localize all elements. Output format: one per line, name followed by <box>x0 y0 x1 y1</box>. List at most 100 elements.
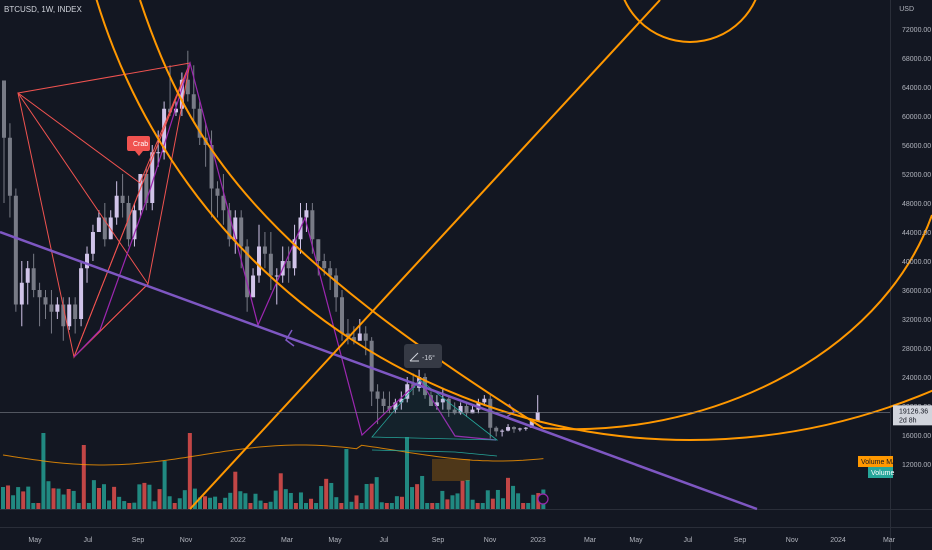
volume-pane <box>1 433 546 509</box>
candle-body <box>233 217 238 240</box>
candle-body <box>535 412 540 422</box>
volume-bar <box>470 499 475 509</box>
volume-bar <box>157 489 162 509</box>
volume-bar <box>369 483 374 509</box>
fib-circle-outer <box>95 0 932 441</box>
candle-body <box>162 108 167 153</box>
candle-body <box>49 304 54 312</box>
time-tick-label: May <box>28 537 42 544</box>
candle-body <box>251 275 256 298</box>
harmonic-patterns <box>17 60 499 457</box>
candle-body <box>55 304 60 312</box>
time-tick-label: Jul <box>684 537 693 544</box>
fib-circles <box>95 0 932 510</box>
candle-body <box>482 398 487 403</box>
volume-bar <box>218 503 223 509</box>
candle-body <box>120 195 125 203</box>
volume-bar <box>298 492 303 509</box>
volume-bar <box>31 503 36 509</box>
purple-pattern-zigzag <box>73 60 497 441</box>
candle-body <box>31 268 36 290</box>
candle-body <box>114 195 119 218</box>
volume-ma-tag-bg <box>858 456 893 467</box>
candle-body <box>73 304 78 319</box>
volume-bar <box>394 496 399 509</box>
candle-body <box>67 304 72 327</box>
candle-body <box>292 239 297 269</box>
volume-bar <box>273 490 278 509</box>
volume-bar <box>435 503 440 509</box>
volume-bar <box>500 498 505 509</box>
price-tick-label: 48000.00 <box>902 201 931 208</box>
candle-body <box>197 108 202 138</box>
volume-bar <box>137 484 142 509</box>
candle-body <box>79 268 84 319</box>
symbol-title[interactable]: BTCUSD, 1W, INDEX <box>4 5 82 14</box>
volume-bar <box>410 487 415 509</box>
time-tick-label: Mar <box>883 537 896 544</box>
price-tick-label: 28000.00 <box>902 346 931 353</box>
volume-bar <box>36 503 41 509</box>
volume-bar <box>531 494 536 509</box>
crab-badge-pointer <box>135 151 143 156</box>
volume-bar <box>91 480 96 509</box>
candle-body <box>369 340 374 392</box>
volume-bar <box>293 503 298 509</box>
volume-bar <box>197 497 202 509</box>
volume-bar <box>66 489 71 509</box>
volume-bar <box>495 489 500 509</box>
candle-body <box>85 253 90 269</box>
volume-bar <box>253 493 258 509</box>
price-tick-label: 36000.00 <box>902 288 931 295</box>
volume-bar <box>334 497 339 509</box>
countdown-value: 2d 8h <box>899 417 917 424</box>
volume-bar <box>384 503 389 509</box>
time-tick-label: Mar <box>281 537 294 544</box>
volume-bar <box>526 503 531 509</box>
candle-body <box>387 406 392 410</box>
angle-tooltip: -16° <box>404 344 442 368</box>
volume-bar <box>122 501 127 509</box>
volume-bar <box>399 496 404 509</box>
candle-body <box>156 152 161 154</box>
candle-body <box>221 195 226 211</box>
candle-body <box>286 261 291 269</box>
volume-bar <box>152 501 157 509</box>
time-tick-label: 2022 <box>230 537 246 544</box>
time-axis: May Jul Sep Nov 2022 Mar May Jul Sep Nov 2023 Mar Ma… <box>28 537 895 544</box>
teal-baseline <box>371 449 498 457</box>
volume-bar <box>278 473 283 509</box>
price-tick-label: 16000.00 <box>902 433 931 440</box>
candle-body <box>470 409 475 414</box>
volume-bar <box>127 503 132 509</box>
candle-body <box>191 94 196 109</box>
candle-body <box>132 210 137 240</box>
volume-bar <box>415 484 420 509</box>
volume-bar <box>485 490 490 509</box>
volume-bar <box>344 449 349 509</box>
volume-bar <box>96 487 101 509</box>
candle-body <box>334 275 339 298</box>
candle-body <box>506 427 511 431</box>
candle-body <box>500 430 505 432</box>
price-tick-label: 68000.00 <box>902 56 931 63</box>
volume-bar <box>440 490 445 509</box>
candle-body <box>375 391 380 399</box>
candle-body <box>268 253 273 276</box>
candle-body <box>464 406 469 414</box>
volume-bar <box>329 482 334 509</box>
candle-body <box>209 145 214 189</box>
volume-bar <box>172 503 177 509</box>
volume-bar <box>475 503 480 509</box>
fib-arc-left <box>139 0 544 429</box>
volume-bar <box>511 485 516 509</box>
volume-bar <box>420 475 425 509</box>
candle-body <box>316 239 321 261</box>
time-tick-label: May <box>629 537 643 544</box>
candle-body <box>239 217 244 247</box>
candle-body <box>126 203 131 240</box>
volume-bar <box>425 503 430 509</box>
volume-bar <box>314 503 319 509</box>
volume-bar <box>288 492 293 509</box>
